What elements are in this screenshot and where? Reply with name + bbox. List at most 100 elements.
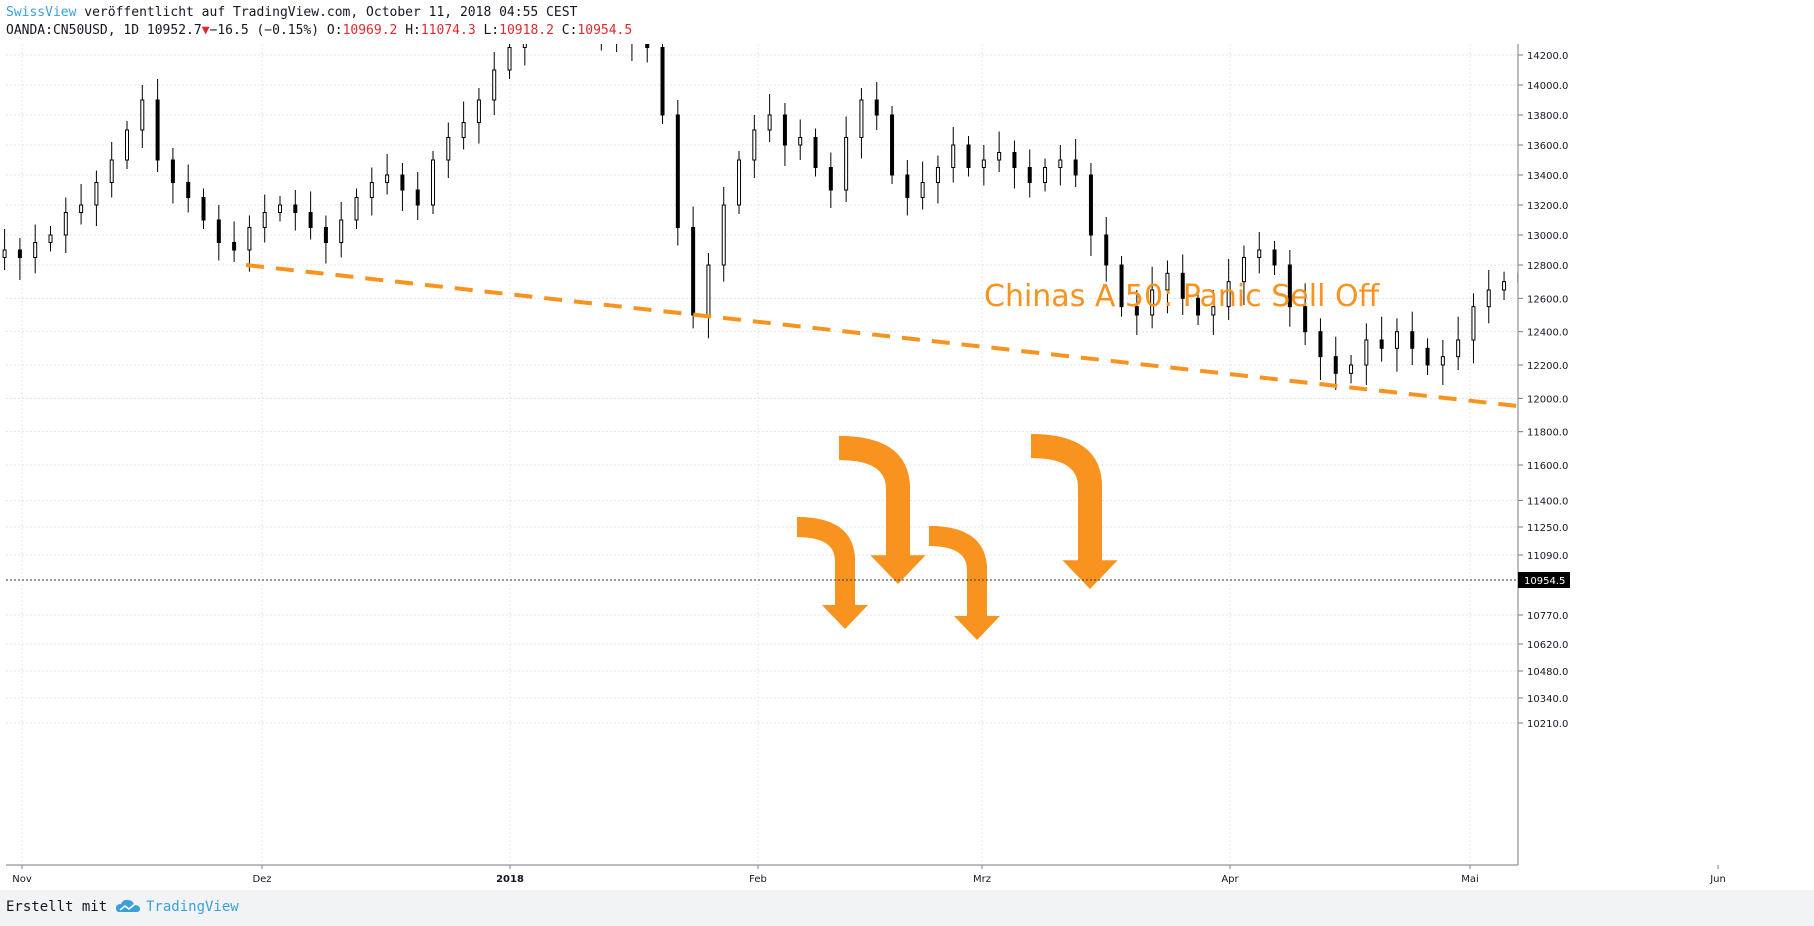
candle <box>1088 163 1093 256</box>
price-axis[interactable]: 10210.0 10340.0 10480.0 10620.0 10770.0 11090… <box>1517 44 1814 890</box>
open-label: O: <box>326 23 343 38</box>
price-tick-label: 11400.0 <box>1527 496 1568 507</box>
candle <box>262 194 267 243</box>
candle <box>323 215 328 264</box>
candle <box>369 167 374 216</box>
curved-arrow-icon <box>1030 434 1118 589</box>
candle <box>1272 241 1277 275</box>
candle <box>415 172 420 220</box>
support-trendline <box>245 263 1814 441</box>
candle <box>859 88 864 159</box>
chart-header: SwissView veröffentlicht auf TradingView… <box>0 0 1814 44</box>
candle <box>1425 338 1430 375</box>
candle <box>1486 270 1491 324</box>
price-tick-label: 10340.0 <box>1527 694 1568 705</box>
last-price: 10952.7 <box>146 23 202 38</box>
candle <box>1058 145 1063 186</box>
candle <box>890 106 895 184</box>
candle <box>1119 256 1124 317</box>
candle <box>278 196 283 222</box>
symbol-label: OANDA:CN50USD, 1D <box>6 23 140 38</box>
down-arrow-icon: ▼ <box>201 23 210 38</box>
price-tick-label: 13600.0 <box>1527 141 1568 152</box>
candle <box>1043 158 1048 192</box>
price-tick-label: 10770.0 <box>1527 611 1568 622</box>
candle <box>109 142 114 198</box>
curved-arrow-icon <box>796 517 868 629</box>
candle <box>33 224 38 274</box>
candle <box>48 226 53 252</box>
candle <box>1257 232 1262 274</box>
candle <box>660 44 665 124</box>
price-tick-label: 11600.0 <box>1527 461 1568 472</box>
candle <box>507 44 512 79</box>
candle <box>935 155 940 204</box>
price-axis-background <box>1518 44 1814 890</box>
candle <box>247 215 252 272</box>
candle <box>691 206 696 329</box>
price-tick-label: 10620.0 <box>1527 640 1568 651</box>
candle <box>844 116 849 202</box>
chart-grid <box>6 44 1719 864</box>
price-change: −16.5 (−0.15%) <box>209 23 320 38</box>
price-tick-label: 13800.0 <box>1527 111 1568 122</box>
candle <box>1364 323 1369 385</box>
candle <box>1349 355 1354 384</box>
candle <box>94 170 99 226</box>
open-value: 10969.2 <box>342 23 398 38</box>
author-link[interactable]: SwissView <box>6 5 77 20</box>
close-value: 10954.5 <box>577 23 633 38</box>
candle <box>905 160 910 216</box>
published-text: veröffentlicht auf TradingView.com, Octo… <box>84 5 578 20</box>
candle <box>476 88 481 144</box>
candle <box>170 148 175 204</box>
high-value: 11074.3 <box>420 23 476 38</box>
last-price-value: 10954.5 <box>1524 576 1565 587</box>
candle <box>201 188 206 229</box>
low-label: L: <box>483 23 500 38</box>
candle <box>920 161 925 210</box>
candle <box>828 152 833 208</box>
candle <box>1027 149 1032 198</box>
candle <box>1104 217 1109 282</box>
candle <box>721 187 726 282</box>
candle <box>752 115 757 178</box>
candle <box>354 188 359 229</box>
candle <box>1287 250 1292 327</box>
low-value: 10918.2 <box>499 23 554 38</box>
candle <box>1502 271 1507 300</box>
tradingview-brand-link[interactable]: TradingView <box>146 899 239 915</box>
candle <box>1226 259 1231 320</box>
candle <box>737 151 742 214</box>
price-tick-label: 11800.0 <box>1527 428 1568 439</box>
time-tick-label: Feb <box>749 874 767 885</box>
publish-info: SwissView veröffentlicht auf TradingView… <box>6 5 577 20</box>
price-tick-label: 11090.0 <box>1527 551 1568 562</box>
time-tick-label: Dez <box>252 874 271 885</box>
price-tick-label: 12800.0 <box>1527 261 1568 272</box>
tradingview-cloud-icon[interactable] <box>115 897 141 917</box>
close-label: C: <box>561 23 578 38</box>
candle <box>232 221 237 262</box>
price-tick-label: 11250.0 <box>1527 523 1568 534</box>
candle <box>1012 140 1017 189</box>
price-chart[interactable]: Chinas A 50: Panic Sell Off 10210.0 10340… <box>0 44 1814 890</box>
time-tick-label: Apr <box>1221 874 1239 885</box>
price-tick-label: 12400.0 <box>1527 328 1568 339</box>
candle <box>431 151 436 214</box>
time-tick-label: Mai <box>1461 874 1479 885</box>
chart-title: Chinas A 50: Panic Sell Off <box>984 279 1381 314</box>
footer: Erstellt mit TradingView <box>0 890 1814 926</box>
candle <box>631 44 633 61</box>
candle <box>492 52 497 115</box>
candle <box>400 163 405 211</box>
candle <box>216 205 221 261</box>
candle <box>1440 340 1445 385</box>
time-axis[interactable]: NovDez2018FebMrzAprMaiJunJulAugSepOktNov… <box>0 864 1814 890</box>
candle <box>155 79 160 172</box>
price-tick-label: 13000.0 <box>1527 231 1568 242</box>
candle <box>293 190 298 231</box>
candle <box>140 85 145 148</box>
time-tick-label: 2018 <box>496 874 524 885</box>
candle <box>1394 318 1399 372</box>
